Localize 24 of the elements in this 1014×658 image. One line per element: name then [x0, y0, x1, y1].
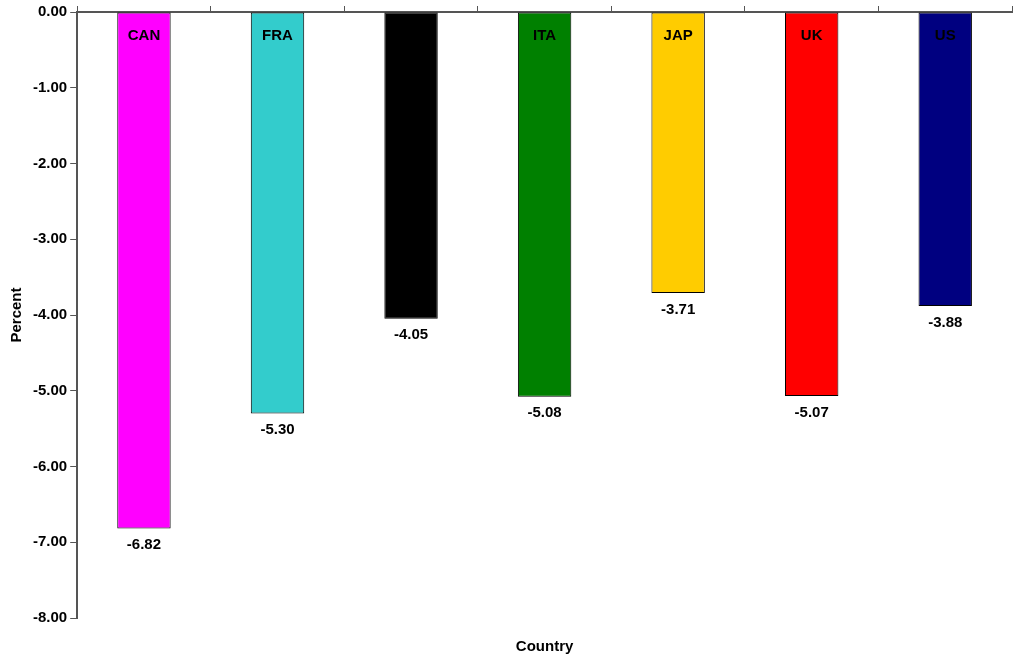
data-label: -3.88 — [928, 312, 963, 330]
data-label: -6.82 — [126, 535, 162, 553]
y-tick-label: -1.00 — [32, 77, 68, 95]
data-label: -5.30 — [260, 420, 295, 438]
y-tick-label: -3.00 — [32, 229, 68, 247]
data-label: -3.71 — [661, 299, 696, 317]
data-label: -5.08 — [527, 403, 562, 421]
data-label: -5.07 — [794, 402, 829, 420]
x-tick-label: US — [934, 25, 956, 43]
x-tick-label: FRA — [262, 25, 294, 43]
y-tick-label: 0.00 — [37, 2, 68, 20]
y-tick-label: -6.00 — [32, 456, 68, 474]
y-tick-label: -7.00 — [32, 532, 68, 550]
y-tick-label: -4.00 — [32, 305, 68, 323]
y-tick-label: -2.00 — [32, 153, 68, 171]
y-tick-label: -5.00 — [32, 380, 68, 398]
x-tick-label: JAP — [663, 25, 693, 43]
x-axis-title: Country — [515, 636, 574, 654]
y-tick-label: -8.00 — [32, 608, 68, 626]
x-tick-label: CAN — [127, 25, 161, 43]
y-axis-title: Percent — [7, 287, 25, 343]
data-label: -4.05 — [393, 325, 429, 343]
x-tick-label: UK — [800, 25, 823, 43]
x-tick-label: ITA — [533, 25, 557, 43]
